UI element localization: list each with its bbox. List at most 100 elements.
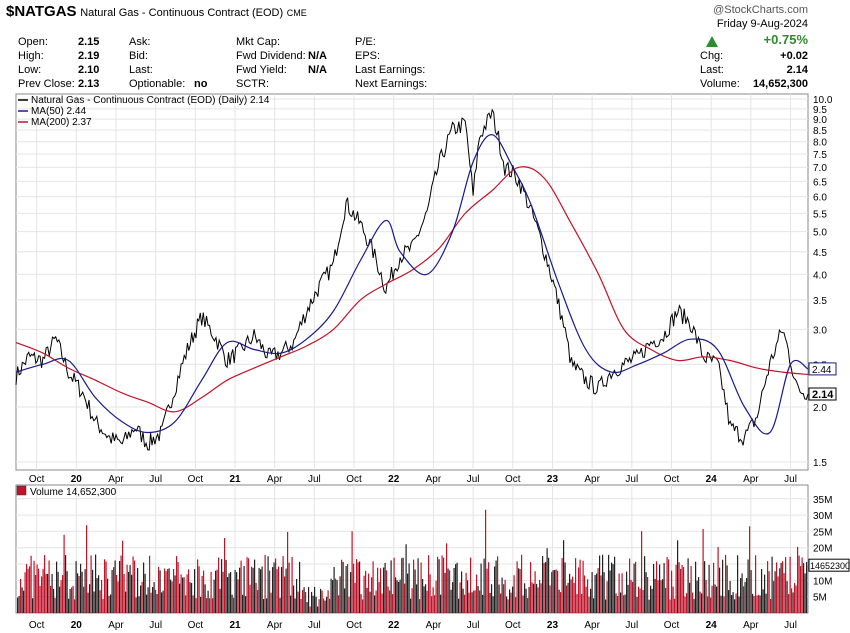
volume-bar bbox=[282, 556, 284, 613]
chg-label: Chg: bbox=[700, 50, 724, 62]
volume-bar bbox=[710, 597, 712, 613]
volume-bar bbox=[641, 531, 643, 613]
volume-bar bbox=[506, 596, 508, 613]
volume-bar bbox=[726, 565, 728, 613]
volume-bar bbox=[483, 558, 485, 613]
volume-bar bbox=[185, 595, 187, 613]
volume-bar bbox=[582, 560, 584, 613]
volume-bar bbox=[111, 570, 113, 613]
volume-bar bbox=[699, 591, 701, 613]
volume-bar bbox=[18, 595, 20, 613]
volume-bar bbox=[672, 586, 674, 613]
volume-bar bbox=[182, 577, 184, 613]
volume-bar bbox=[782, 561, 784, 613]
volume-bar bbox=[338, 595, 340, 613]
volume-bar bbox=[678, 562, 680, 613]
volume-bar bbox=[83, 586, 85, 613]
volume-bar bbox=[497, 556, 499, 613]
volume-bar bbox=[171, 581, 173, 613]
volume-bar bbox=[225, 559, 227, 613]
volume-bar bbox=[93, 591, 95, 613]
volume-bar bbox=[245, 596, 247, 613]
volume-bar bbox=[222, 571, 224, 613]
volume-bar bbox=[33, 560, 35, 613]
volume-bar bbox=[480, 563, 482, 613]
volume-bar bbox=[254, 559, 256, 613]
volume-bar bbox=[180, 574, 182, 613]
x-tick-label: Jul bbox=[467, 474, 480, 485]
volume-bar bbox=[695, 561, 697, 613]
volume-bar bbox=[525, 588, 527, 613]
volume-bar bbox=[212, 598, 214, 613]
volume-bar bbox=[149, 555, 151, 613]
y-tick-label: 8.0 bbox=[813, 138, 827, 149]
volume-bar bbox=[716, 586, 718, 613]
y-tick-label: 3.5 bbox=[813, 296, 827, 307]
volume-bar bbox=[216, 569, 218, 613]
volume-bar bbox=[314, 587, 316, 613]
volume-bar bbox=[359, 561, 361, 613]
volume-bar bbox=[21, 587, 23, 613]
volume-bar bbox=[620, 592, 622, 613]
volume-bar bbox=[365, 570, 367, 613]
volume-bar bbox=[228, 573, 230, 613]
volume-bar bbox=[332, 580, 334, 613]
volume-bar bbox=[597, 568, 599, 613]
volume-bar bbox=[458, 598, 460, 613]
volume-bar bbox=[248, 558, 250, 613]
volume-bar bbox=[143, 562, 145, 613]
volume-bar bbox=[344, 588, 346, 613]
volume-bar bbox=[438, 559, 440, 613]
volume-value: 14,652,300 bbox=[752, 78, 808, 90]
volume-bar bbox=[101, 580, 103, 613]
volume-bar bbox=[444, 572, 446, 613]
volume-bar bbox=[570, 579, 572, 613]
volume-bar bbox=[651, 588, 653, 613]
volume-bar bbox=[98, 575, 100, 613]
volume-bar bbox=[141, 581, 143, 613]
volume-bar bbox=[714, 584, 716, 613]
volume-bar bbox=[162, 590, 164, 613]
volume-x-tick-label: 24 bbox=[706, 620, 718, 631]
optionable-value: no bbox=[194, 78, 208, 90]
volume-bar bbox=[413, 559, 415, 613]
volume-bar bbox=[329, 598, 331, 613]
volume-bar bbox=[224, 538, 226, 613]
volume-bar bbox=[405, 544, 407, 613]
volume-bar bbox=[548, 557, 550, 613]
volume-bar bbox=[536, 583, 538, 613]
volume-bar bbox=[327, 590, 329, 613]
volume-bar bbox=[66, 571, 68, 613]
volume-bar bbox=[626, 571, 628, 613]
volume-bar bbox=[339, 576, 341, 613]
volume-bar bbox=[393, 557, 395, 613]
volume-bar bbox=[441, 555, 443, 613]
volume-bar bbox=[252, 567, 254, 613]
price-panel-frame bbox=[15, 93, 809, 471]
volume-bar bbox=[677, 540, 679, 613]
volume-bar bbox=[188, 569, 190, 613]
volume-bar bbox=[623, 595, 625, 613]
volume-bar bbox=[671, 570, 673, 613]
volume-bar bbox=[221, 559, 223, 613]
volume-bar bbox=[650, 585, 652, 613]
volume-bar bbox=[203, 570, 205, 613]
volume-bar bbox=[308, 587, 310, 613]
x-tick-label: Oct bbox=[664, 474, 680, 485]
volume-bar bbox=[449, 570, 451, 613]
volume-bar bbox=[32, 598, 34, 613]
volume-bar bbox=[293, 585, 295, 613]
volume-x-tick-label: Jul bbox=[784, 620, 797, 631]
volume-x-tick-label: Jul bbox=[149, 620, 162, 631]
volume-bar bbox=[363, 575, 365, 613]
volume-bar bbox=[375, 590, 377, 613]
volume-bar bbox=[209, 598, 211, 613]
volume-bar bbox=[366, 587, 368, 613]
volume-bar bbox=[515, 597, 517, 613]
price-series-line bbox=[15, 108, 809, 451]
volume-bar bbox=[431, 596, 433, 613]
volume-bar bbox=[392, 594, 394, 613]
volume-bar bbox=[384, 562, 386, 613]
volume-bar bbox=[776, 562, 778, 613]
volume-bar bbox=[210, 571, 212, 613]
